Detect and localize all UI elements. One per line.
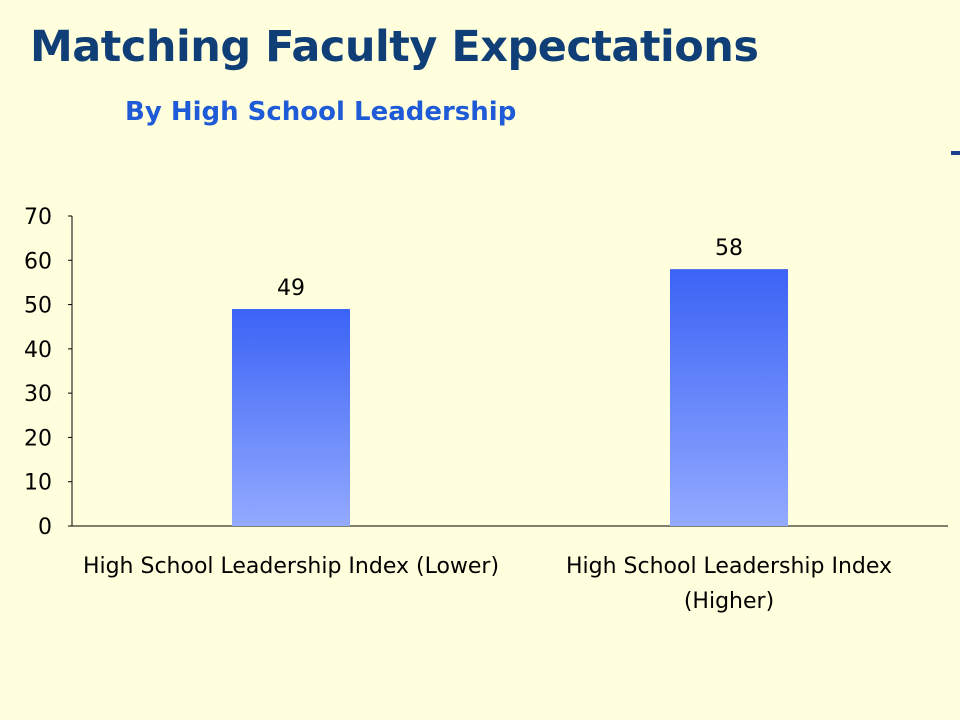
slide-title: Matching Faculty Expectations [30, 22, 759, 72]
category-label: (Higher) [684, 589, 774, 614]
slide-subtitle: By High School Leadership [125, 97, 517, 127]
data-labels: 49 58 [277, 236, 743, 301]
bar [232, 309, 350, 526]
bars [232, 269, 788, 526]
y-tick-label: 70 [24, 205, 52, 230]
y-tick-label: 0 [38, 515, 52, 540]
bar [670, 269, 788, 526]
x-axis: High School Leadership Index (Lower) High… [68, 525, 948, 614]
bar-value-label: 49 [277, 276, 305, 301]
y-tick-label: 10 [24, 471, 52, 496]
y-tick-label: 30 [24, 382, 52, 407]
category-label: High School Leadership Index [566, 554, 892, 579]
category-label: High School Leadership Index (Lower) [83, 554, 499, 579]
y-tick-label: 60 [24, 249, 52, 274]
y-tick-label: 40 [24, 338, 52, 363]
edge-mark [951, 151, 960, 155]
bar-value-label: 58 [715, 236, 743, 261]
y-axis: 0 10 20 30 40 50 60 70 [24, 205, 73, 540]
y-tick-label: 50 [24, 294, 52, 319]
y-tick-label: 20 [24, 426, 52, 451]
